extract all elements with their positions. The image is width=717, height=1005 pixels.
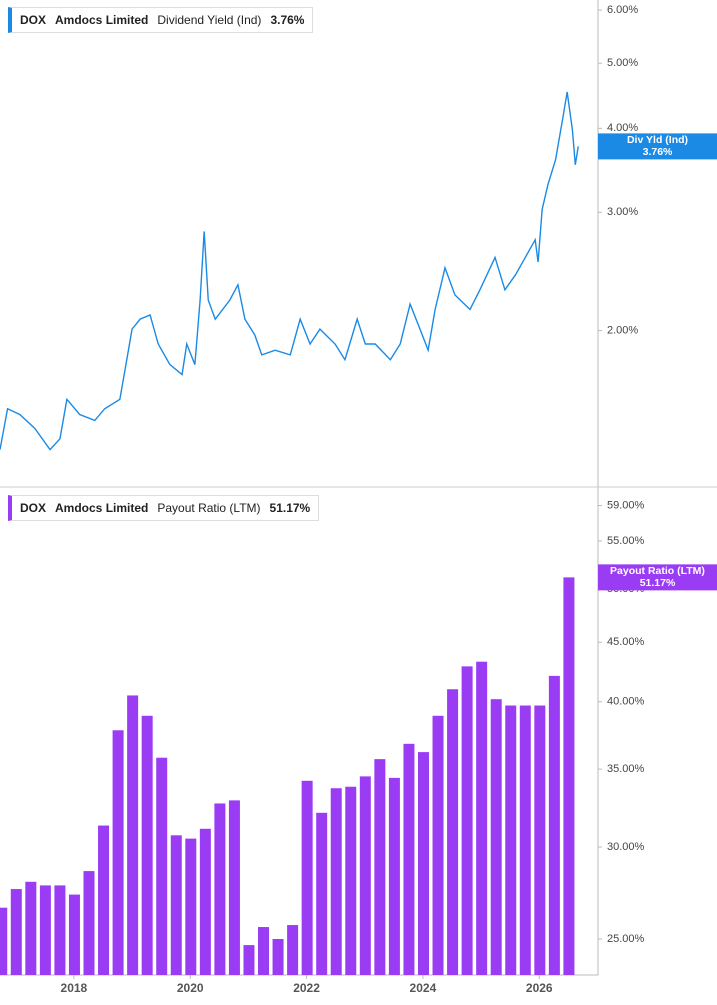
x-tick-label: 2018 [61, 981, 88, 995]
legend-company: Amdocs Limited [55, 501, 149, 515]
bar [272, 939, 284, 975]
y-tick-label: 4.00% [607, 122, 638, 134]
bar [447, 689, 459, 975]
bar [68, 894, 80, 975]
value-flag [598, 564, 717, 591]
y-tick-label: 6.00% [607, 4, 638, 16]
y-tick-label: 45.00% [607, 636, 645, 648]
bar [0, 907, 8, 975]
legend-series: Payout Ratio (LTM) [157, 501, 261, 515]
legend-series: Dividend Yield (Ind) [157, 13, 262, 27]
legend-symbol: DOX [20, 13, 47, 27]
bar [98, 825, 110, 975]
value-flag-label: Payout Ratio (LTM) [610, 565, 705, 577]
x-tick-label: 2024 [410, 981, 437, 995]
bar [345, 786, 357, 975]
bar [199, 828, 211, 975]
bar [10, 889, 22, 975]
line [0, 91, 579, 451]
bar [170, 835, 182, 975]
y-tick-label: 59.00% [607, 499, 645, 511]
value-flag-value: 51.17% [640, 577, 676, 589]
bar [417, 752, 429, 975]
bar [243, 945, 255, 975]
y-tick-label: 3.00% [607, 206, 638, 218]
bar [548, 675, 560, 975]
x-tick-label: 2022 [293, 981, 320, 995]
y-tick-label: 2.00% [607, 324, 638, 336]
y-tick-label: 25.00% [607, 933, 645, 945]
bar [432, 715, 444, 975]
bar [228, 800, 240, 975]
bar [490, 699, 502, 975]
bar [505, 705, 517, 975]
bar [54, 885, 66, 975]
x-tick-label: 2026 [526, 981, 553, 995]
bar [519, 705, 531, 975]
bar [214, 803, 226, 975]
bar [316, 812, 328, 975]
bar [156, 757, 168, 975]
y-tick-label: 40.00% [607, 696, 645, 708]
bar [330, 788, 342, 975]
value-flag-label: Div Yld (Ind) [627, 134, 688, 146]
bar [563, 577, 575, 975]
bar [359, 776, 371, 975]
legend: DOX Amdocs Limited Dividend Yield (Ind) … [8, 7, 314, 33]
y-tick-label: 30.00% [607, 841, 645, 853]
bar [287, 925, 299, 975]
bar [39, 885, 51, 975]
bar [301, 780, 313, 975]
bar [403, 743, 415, 975]
value-flag [598, 133, 717, 160]
legend-value: 3.76% [270, 13, 305, 27]
legend: DOX Amdocs Limited Payout Ratio (LTM) 51… [8, 495, 320, 521]
bar [388, 777, 400, 975]
bar [476, 661, 488, 975]
bar [534, 705, 546, 975]
bar [258, 927, 270, 975]
bar [112, 730, 124, 975]
bar [25, 881, 37, 975]
x-tick-label: 2020 [177, 981, 204, 995]
bar [461, 666, 473, 975]
y-tick-label: 35.00% [607, 763, 645, 775]
bar [83, 871, 95, 975]
value-flag-value: 3.76% [643, 146, 673, 158]
legend-value: 51.17% [269, 501, 311, 515]
legend-symbol: DOX [20, 501, 47, 515]
bar [127, 695, 139, 975]
y-tick-label: 55.00% [607, 535, 645, 547]
bar [374, 759, 386, 975]
y-tick-label: 5.00% [607, 57, 638, 69]
legend-company: Amdocs Limited [55, 13, 149, 27]
bar [141, 715, 153, 975]
bar [185, 838, 197, 975]
